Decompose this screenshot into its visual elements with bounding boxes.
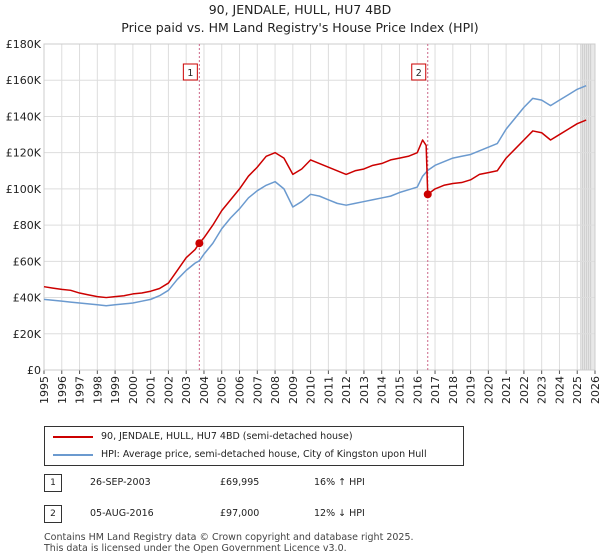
chart-title: 90, JENDALE, HULL, HU7 4BD bbox=[208, 2, 392, 17]
sale-label-box bbox=[182, 63, 198, 81]
y-tick-label: £100K bbox=[6, 183, 42, 196]
sale-point bbox=[195, 239, 204, 248]
x-tick-label: 2019 bbox=[465, 376, 478, 404]
chart-legend: 90, JENDALE, HULL, HU7 4BD (semi-detache… bbox=[44, 426, 464, 466]
sale-point bbox=[423, 190, 432, 199]
y-tick-label: £0 bbox=[27, 364, 41, 377]
x-tick-label: 2001 bbox=[145, 376, 158, 404]
x-tick-label: 2004 bbox=[198, 376, 211, 404]
x-tick-label: 1995 bbox=[38, 376, 51, 404]
y-tick-label: £120K bbox=[6, 147, 42, 160]
x-tick-label: 2013 bbox=[358, 376, 371, 404]
footer-line-1: Contains HM Land Registry data © Crown c… bbox=[44, 532, 414, 543]
x-tick-label: 2007 bbox=[251, 376, 264, 404]
y-tick-label: £140K bbox=[6, 110, 42, 123]
plot-border bbox=[43, 43, 596, 371]
x-tick-label: 1997 bbox=[74, 376, 87, 404]
x-tick-label: 2015 bbox=[393, 376, 406, 404]
x-tick-label: 2026 bbox=[589, 376, 600, 404]
y-tick-label: £80K bbox=[13, 219, 42, 232]
price-chart: £0 £20K £40K £60K £80K £100K £120K £140K £160K £1… bbox=[6, 38, 600, 404]
sale-price: £97,000 bbox=[220, 508, 260, 519]
sale-number-box: 2 bbox=[44, 505, 62, 523]
x-tick-label: 2009 bbox=[287, 376, 300, 404]
sale-label: 2 bbox=[416, 68, 422, 79]
x-tick-label: 2002 bbox=[162, 376, 175, 404]
x-tick-label: 2016 bbox=[411, 376, 424, 404]
legend-label-property: 90, JENDALE, HULL, HU7 4BD (semi-detache… bbox=[101, 431, 353, 442]
x-tick-label: 2010 bbox=[305, 376, 318, 404]
y-tick-label: £160K bbox=[6, 74, 42, 87]
legend-swatch-property bbox=[53, 435, 93, 438]
sale-number-box: 1 bbox=[44, 474, 62, 492]
x-tick-label: 2017 bbox=[429, 376, 442, 404]
chart-subtitle: Price paid vs. HM Land Registry's House … bbox=[121, 20, 479, 35]
x-tick-label: 2023 bbox=[536, 376, 549, 404]
y-tick-label: £60K bbox=[13, 255, 42, 268]
y-tick-label: £180K bbox=[6, 38, 42, 51]
sale-price: £69,995 bbox=[220, 477, 260, 488]
sale-hpi-change: 12% ↓ HPI bbox=[314, 508, 365, 519]
x-tick-label: 2014 bbox=[376, 376, 389, 404]
series-line-property bbox=[43, 119, 587, 299]
plot-area bbox=[44, 44, 595, 370]
y-tick-label: £40K bbox=[13, 292, 42, 305]
x-tick-label: 2024 bbox=[553, 376, 566, 404]
series-line-hpi bbox=[43, 84, 587, 307]
x-tick-label: 2022 bbox=[518, 376, 531, 404]
footer-notice: Contains HM Land Registry data © Crown c… bbox=[44, 532, 414, 554]
legend-swatch-hpi bbox=[53, 453, 93, 456]
legend-item-hpi: HPI: Average price, semi-detached house,… bbox=[53, 447, 427, 463]
x-tick-label: 2003 bbox=[180, 376, 193, 404]
x-tick-label: 2006 bbox=[234, 376, 247, 404]
x-tick-label: 2000 bbox=[127, 376, 140, 404]
legend-label-hpi: HPI: Average price, semi-detached house,… bbox=[101, 449, 427, 460]
sale-label: 1 bbox=[187, 68, 193, 79]
x-tick-label: 2011 bbox=[322, 376, 335, 404]
sale-hpi-change: 16% ↑ HPI bbox=[314, 477, 365, 488]
sale-date: 26-SEP-2003 bbox=[90, 477, 151, 488]
y-tick-label: £20K bbox=[13, 328, 42, 341]
legend-item-property: 90, JENDALE, HULL, HU7 4BD (semi-detache… bbox=[53, 429, 353, 445]
x-tick-label: 1996 bbox=[56, 376, 69, 404]
x-tick-label: 1998 bbox=[91, 376, 104, 404]
x-tick-label: 2008 bbox=[269, 376, 282, 404]
x-tick-label: 2018 bbox=[447, 376, 460, 404]
x-tick-label: 2012 bbox=[340, 376, 353, 404]
sale-label-box bbox=[411, 63, 427, 81]
x-tick-label: 2025 bbox=[571, 376, 584, 404]
forecast-shade bbox=[580, 44, 595, 370]
sale-date: 05-AUG-2016 bbox=[90, 508, 154, 519]
x-tick-label: 2020 bbox=[482, 376, 495, 404]
x-tick-label: 2005 bbox=[216, 376, 229, 404]
footer-line-2: This data is licensed under the Open Gov… bbox=[44, 543, 347, 554]
x-tick-label: 2021 bbox=[500, 376, 513, 404]
x-tick-label: 1999 bbox=[109, 376, 122, 404]
